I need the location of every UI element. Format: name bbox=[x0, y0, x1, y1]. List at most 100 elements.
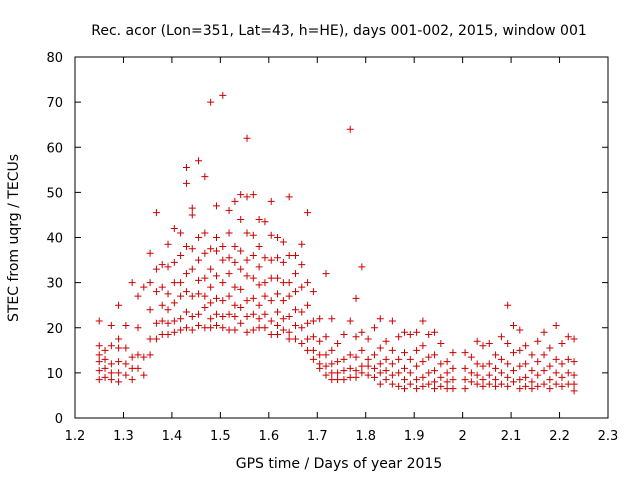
data-point bbox=[419, 373, 427, 381]
data-point bbox=[158, 317, 166, 325]
y-tick-label: 0 bbox=[55, 412, 63, 427]
data-point bbox=[528, 378, 536, 386]
data-point bbox=[419, 382, 427, 390]
data-point bbox=[437, 360, 445, 368]
data-point bbox=[207, 283, 215, 291]
data-point bbox=[425, 331, 433, 339]
data-point bbox=[552, 369, 560, 377]
data-point bbox=[546, 385, 554, 393]
data-point bbox=[243, 256, 251, 264]
x-tick-label: 1.9 bbox=[404, 429, 425, 444]
data-point bbox=[255, 243, 263, 251]
data-point bbox=[188, 265, 196, 273]
data-point bbox=[267, 297, 275, 305]
data-point bbox=[449, 349, 457, 357]
data-point bbox=[195, 256, 203, 264]
x-tick-label: 1.4 bbox=[162, 429, 183, 444]
data-point bbox=[346, 364, 354, 372]
data-point bbox=[510, 367, 518, 375]
data-point bbox=[425, 380, 433, 388]
data-point bbox=[461, 364, 469, 372]
data-point bbox=[249, 326, 257, 334]
data-point bbox=[400, 328, 408, 336]
x-tick-label: 1.7 bbox=[307, 429, 328, 444]
data-point bbox=[182, 243, 190, 251]
data-point bbox=[107, 369, 115, 377]
data-point bbox=[376, 380, 384, 388]
data-point bbox=[376, 344, 384, 352]
data-point bbox=[528, 351, 536, 359]
data-point bbox=[267, 331, 275, 339]
data-point bbox=[107, 321, 115, 329]
x-tick-label: 1.5 bbox=[210, 429, 231, 444]
data-point bbox=[182, 308, 190, 316]
data-point bbox=[243, 229, 251, 237]
data-point bbox=[95, 342, 103, 350]
data-point bbox=[570, 335, 578, 343]
data-point bbox=[182, 324, 190, 332]
data-point bbox=[261, 218, 269, 226]
data-point bbox=[182, 164, 190, 172]
data-point bbox=[298, 283, 306, 291]
data-point bbox=[291, 288, 299, 296]
data-point bbox=[504, 382, 512, 390]
data-point bbox=[437, 373, 445, 381]
data-point bbox=[485, 380, 493, 388]
data-point bbox=[177, 315, 185, 323]
data-point bbox=[334, 340, 342, 348]
data-point bbox=[497, 380, 505, 388]
data-point bbox=[128, 353, 136, 361]
data-point bbox=[492, 364, 500, 372]
data-point bbox=[352, 294, 360, 302]
data-point bbox=[467, 369, 475, 377]
data-point bbox=[249, 294, 257, 302]
data-point bbox=[516, 376, 524, 384]
data-point bbox=[395, 382, 403, 390]
data-point bbox=[188, 211, 196, 219]
data-point bbox=[358, 369, 366, 377]
data-point bbox=[285, 252, 293, 260]
data-point bbox=[370, 324, 378, 332]
x-tick-label: 1.2 bbox=[65, 429, 86, 444]
data-point bbox=[291, 270, 299, 278]
data-point bbox=[249, 231, 257, 239]
data-point bbox=[212, 272, 220, 280]
data-point bbox=[370, 373, 378, 381]
data-point bbox=[479, 376, 487, 384]
data-point bbox=[146, 335, 154, 343]
data-point bbox=[461, 376, 469, 384]
data-point bbox=[546, 376, 554, 384]
data-point bbox=[328, 360, 336, 368]
data-point bbox=[95, 367, 103, 375]
data-point bbox=[309, 333, 317, 341]
data-point bbox=[504, 373, 512, 381]
data-point bbox=[558, 340, 566, 348]
data-point bbox=[95, 376, 103, 384]
data-point bbox=[497, 355, 505, 363]
data-point bbox=[146, 249, 154, 257]
data-point bbox=[334, 369, 342, 377]
data-point bbox=[497, 369, 505, 377]
data-point bbox=[115, 358, 123, 366]
data-point bbox=[212, 234, 220, 241]
data-point bbox=[158, 283, 166, 291]
data-point bbox=[479, 362, 487, 370]
data-point bbox=[274, 274, 282, 282]
data-point bbox=[400, 376, 408, 384]
data-point bbox=[382, 367, 390, 375]
x-tick-label: 2.2 bbox=[549, 429, 570, 444]
data-point bbox=[425, 369, 433, 377]
data-point bbox=[479, 342, 487, 350]
data-point bbox=[461, 349, 469, 357]
data-point bbox=[298, 340, 306, 348]
data-point bbox=[140, 283, 148, 291]
data-point bbox=[134, 351, 142, 359]
data-point bbox=[322, 270, 330, 278]
data-point bbox=[164, 306, 172, 314]
data-point bbox=[492, 376, 500, 384]
data-point bbox=[261, 254, 269, 262]
data-point bbox=[101, 373, 109, 381]
data-point bbox=[304, 319, 312, 327]
data-point bbox=[164, 319, 172, 327]
data-point bbox=[534, 382, 542, 390]
